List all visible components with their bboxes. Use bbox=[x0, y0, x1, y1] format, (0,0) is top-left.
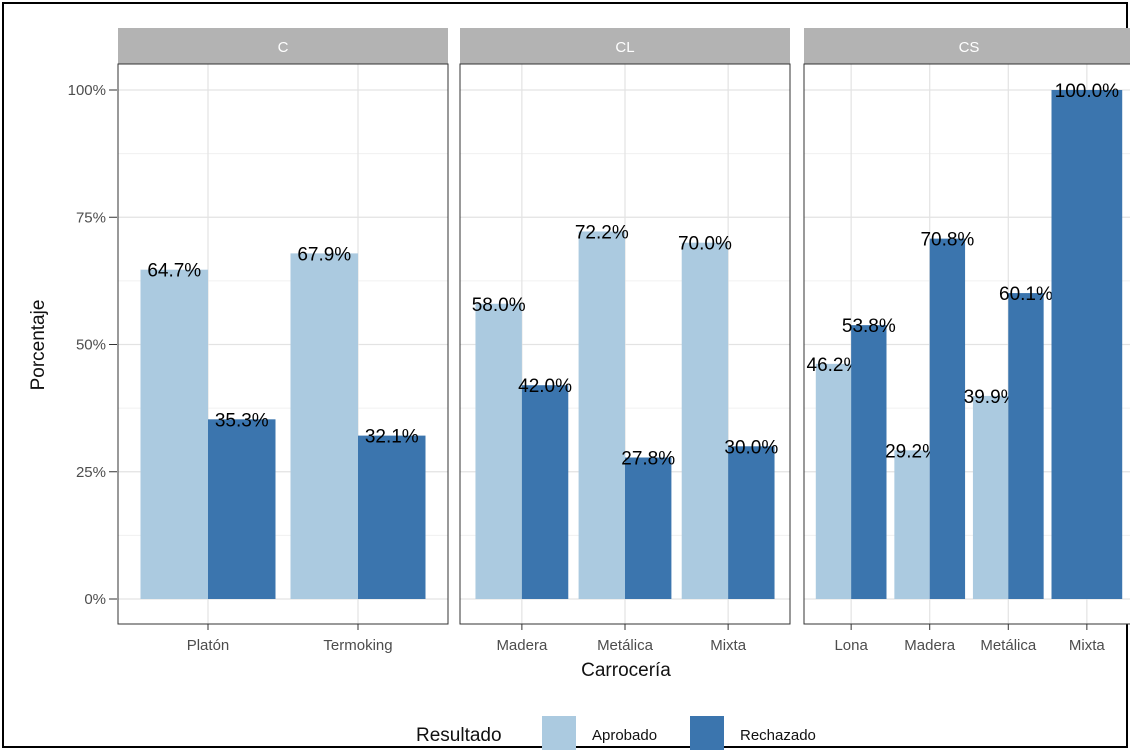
data-label: 30.0% bbox=[724, 437, 778, 458]
legend: Resultado Aprobado Rechazado bbox=[416, 716, 816, 750]
bar-rechazado bbox=[929, 238, 966, 600]
faceted-bar-chart: 0% 25% 50% 75% 100% Porcentaje C 64.7% 35.3% Plat… bbox=[28, 28, 1130, 750]
data-label: 39.9% bbox=[964, 387, 1018, 408]
data-label: 46.2% bbox=[807, 355, 861, 376]
legend-title: Resultado bbox=[416, 725, 502, 746]
facet-strip-label: CL bbox=[615, 39, 634, 56]
bar-rechazado bbox=[208, 419, 276, 599]
data-label: 70.0% bbox=[678, 234, 732, 255]
facet-strip bbox=[804, 28, 1130, 64]
x-tick-label: Madera bbox=[496, 637, 548, 654]
bar-aprobado bbox=[475, 303, 522, 599]
data-label: 100.0% bbox=[1055, 81, 1120, 102]
x-tick-label: Termoking bbox=[323, 637, 392, 654]
legend-label: Rechazado bbox=[740, 727, 816, 744]
data-label: 27.8% bbox=[621, 448, 675, 469]
data-label: 64.7% bbox=[147, 261, 201, 282]
y-tick-label: 50% bbox=[76, 337, 106, 354]
bar-aprobado bbox=[140, 269, 208, 599]
bar-rechazado bbox=[358, 435, 426, 599]
data-label: 70.8% bbox=[920, 230, 974, 251]
y-tick-label: 25% bbox=[76, 464, 106, 481]
panel-border bbox=[459, 63, 791, 625]
legend-key-aprobado bbox=[542, 716, 576, 750]
data-label: 60.1% bbox=[999, 284, 1053, 305]
legend-label: Aprobado bbox=[592, 727, 657, 744]
bar-aprobado bbox=[681, 242, 729, 599]
data-label: 53.8% bbox=[842, 316, 896, 337]
x-axis-title: Carrocería bbox=[581, 660, 671, 681]
x-tick-label: Mixta bbox=[710, 637, 746, 654]
data-label: 58.0% bbox=[472, 295, 526, 316]
data-label: 32.1% bbox=[365, 427, 419, 448]
facet-panel-cl: CL 58.0% 42.0% Madera 72.2% 27.8% Metálica 70.0… bbox=[459, 28, 791, 654]
facet-panel-c: C 64.7% 35.3% Platón 67.9% 32.1% Termoking bbox=[117, 28, 449, 654]
data-label: 67.9% bbox=[297, 244, 351, 265]
panel-border bbox=[803, 63, 1130, 625]
panel-border bbox=[117, 63, 449, 625]
bar-aprobado bbox=[290, 253, 358, 600]
data-label: 72.2% bbox=[575, 223, 629, 244]
bar-aprobado bbox=[815, 363, 852, 599]
facet-strip-label: C bbox=[278, 39, 289, 56]
y-axis-title: Porcentaje bbox=[28, 300, 49, 391]
x-tick-label: Platón bbox=[187, 637, 230, 654]
bar-aprobado bbox=[578, 231, 625, 599]
facet-strip bbox=[460, 28, 790, 64]
bar-rechazado bbox=[851, 325, 887, 599]
facet-panel-cs: CS 46.2% 53.8% Lona 29.2% 70.8% Madera 39.9% 60.… bbox=[803, 28, 1130, 654]
x-tick-label: Metálica bbox=[980, 637, 1037, 654]
x-tick-label: Mixta bbox=[1069, 637, 1105, 654]
bar-rechazado bbox=[521, 385, 569, 599]
y-tick-label: 100% bbox=[68, 82, 106, 99]
bar-rechazado bbox=[1008, 293, 1044, 599]
data-label: 29.2% bbox=[885, 441, 939, 462]
data-label: 42.0% bbox=[518, 376, 572, 397]
y-tick-label: 0% bbox=[84, 591, 106, 608]
bar-aprobado bbox=[894, 450, 930, 599]
bar-rechazado bbox=[1051, 90, 1123, 599]
bar-aprobado bbox=[972, 395, 1009, 599]
data-label: 35.3% bbox=[215, 410, 269, 431]
facet-strip bbox=[118, 28, 448, 64]
x-tick-label: Lona bbox=[834, 637, 868, 654]
bar-rechazado bbox=[625, 457, 672, 599]
bar-rechazado bbox=[728, 446, 775, 599]
facet-strip-label: CS bbox=[959, 39, 980, 56]
y-tick-label: 75% bbox=[76, 209, 106, 226]
x-tick-label: Madera bbox=[904, 637, 956, 654]
legend-key-rechazado bbox=[690, 716, 724, 750]
x-tick-label: Metálica bbox=[597, 637, 654, 654]
